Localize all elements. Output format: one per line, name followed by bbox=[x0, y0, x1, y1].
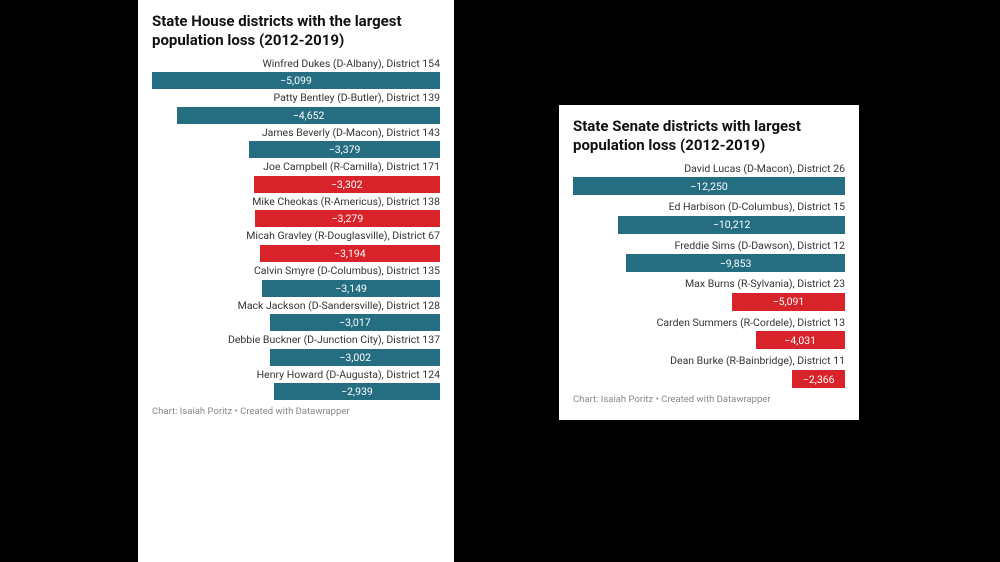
house-row-label: Henry Howard (D-Augusta), District 124 bbox=[152, 369, 440, 384]
senate-bar: −2,366 bbox=[792, 370, 845, 388]
house-bar-value: −5,099 bbox=[280, 74, 312, 87]
house-chart-credit: Chart: Isaiah Poritz • Created with Data… bbox=[152, 406, 440, 417]
house-bar-track: −3,279 bbox=[152, 210, 440, 227]
senate-row: Max Burns (R-Sylvania), District 23 −5,09… bbox=[573, 278, 845, 311]
senate-bar-value: −5,091 bbox=[773, 295, 805, 308]
senate-row: David Lucas (D-Macon), District 26 −12,25… bbox=[573, 163, 845, 196]
senate-bar-value: −9,853 bbox=[720, 257, 752, 270]
senate-bar: −12,250 bbox=[573, 177, 845, 195]
house-bar-value: −4,652 bbox=[293, 109, 325, 122]
house-bar-value: −3,194 bbox=[334, 247, 366, 260]
house-bar-value: −3,002 bbox=[339, 351, 371, 364]
house-bar-track: −4,652 bbox=[152, 107, 440, 124]
senate-bar-track: −9,853 bbox=[573, 254, 845, 272]
house-row-label: Micah Gravley (R-Douglasville), District… bbox=[152, 230, 440, 245]
senate-row-label: David Lucas (D-Macon), District 26 bbox=[573, 163, 845, 178]
senate-bar-value: −2,366 bbox=[803, 373, 835, 386]
house-chart-body: Winfred Dukes (D-Albany), District 154−5… bbox=[152, 58, 440, 401]
senate-bar-value: −12,250 bbox=[690, 180, 728, 193]
house-bar: −3,194 bbox=[260, 245, 440, 262]
house-row-label: Mack Jackson (D-Sandersville), District … bbox=[152, 300, 440, 315]
senate-chart-title: State Senate districts with largest popu… bbox=[573, 117, 845, 155]
senate-row: Ed Harbison (D-Columbus), District 15 −10… bbox=[573, 201, 845, 234]
house-bar: −3,002 bbox=[270, 349, 440, 366]
senate-chart-body: David Lucas (D-Macon), District 26 −12,25… bbox=[573, 163, 845, 389]
senate-row-label: Dean Burke (R-Bainbridge), District 11 bbox=[573, 355, 845, 370]
senate-bar-value: −4,031 bbox=[784, 334, 816, 347]
senate-bar-value: −10,212 bbox=[713, 218, 751, 231]
house-row-label: Debbie Buckner (D-Junction City), Distri… bbox=[152, 334, 440, 349]
house-row-label: Patty Bentley (D-Butler), District 139 bbox=[152, 92, 440, 107]
house-bar-value: −3,302 bbox=[331, 178, 363, 191]
house-bar-track: −3,379 bbox=[152, 141, 440, 158]
house-row: Mike Cheokas (R-Americus), District 138−… bbox=[152, 196, 440, 228]
house-row-label: Joe Campbell (R-Camilla), District 171 bbox=[152, 161, 440, 176]
house-bar: −3,017 bbox=[270, 314, 440, 331]
senate-bar-track: −2,366 bbox=[573, 370, 845, 388]
house-row: Micah Gravley (R-Douglasville), District… bbox=[152, 230, 440, 262]
house-bar-track: −3,194 bbox=[152, 245, 440, 262]
house-row-label: Winfred Dukes (D-Albany), District 154 bbox=[152, 58, 440, 73]
senate-row-label: Freddie Sims (D-Dawson), District 12 bbox=[573, 240, 845, 255]
house-bar: −5,099 bbox=[152, 72, 440, 89]
house-bar-value: −3,149 bbox=[335, 282, 367, 295]
house-row-label: Mike Cheokas (R-Americus), District 138 bbox=[152, 196, 440, 211]
house-row: Joe Campbell (R-Camilla), District 171 −3… bbox=[152, 161, 440, 193]
house-row: James Beverly (D-Macon), District 143−3,… bbox=[152, 127, 440, 159]
house-bar-track: −3,302 bbox=[152, 176, 440, 193]
senate-bar-track: −10,212 bbox=[573, 216, 845, 234]
house-bar-track: −5,099 bbox=[152, 72, 440, 89]
house-bar: −2,939 bbox=[274, 383, 440, 400]
house-row: Mack Jackson (D-Sandersville), District … bbox=[152, 300, 440, 332]
senate-row-label: Carden Summers (R-Cordele), District 13 bbox=[573, 317, 845, 332]
senate-row-label: Ed Harbison (D-Columbus), District 15 bbox=[573, 201, 845, 216]
house-bar-track: −3,149 bbox=[152, 280, 440, 297]
house-bar: −3,279 bbox=[255, 210, 440, 227]
house-bar: −3,379 bbox=[249, 141, 440, 158]
house-row-label: Calvin Smyre (D-Columbus), District 135 bbox=[152, 265, 440, 280]
senate-chart-credit: Chart: Isaiah Poritz • Created with Data… bbox=[573, 394, 845, 405]
house-row-label: James Beverly (D-Macon), District 143 bbox=[152, 127, 440, 142]
senate-bar: −5,091 bbox=[732, 293, 845, 311]
senate-chart-card: State Senate districts with largest popu… bbox=[559, 105, 859, 420]
senate-bar: −4,031 bbox=[756, 331, 846, 349]
house-bar-value: −3,279 bbox=[332, 212, 364, 225]
senate-bar-track: −4,031 bbox=[573, 331, 845, 349]
house-row: Calvin Smyre (D-Columbus), District 135 −… bbox=[152, 265, 440, 297]
house-bar: −3,149 bbox=[262, 280, 440, 297]
senate-row: Dean Burke (R-Bainbridge), District 11 −2… bbox=[573, 355, 845, 388]
senate-bar-track: −12,250 bbox=[573, 177, 845, 195]
senate-bar: −10,212 bbox=[618, 216, 845, 234]
house-bar: −3,302 bbox=[254, 176, 441, 193]
house-row: Debbie Buckner (D-Junction City), Distri… bbox=[152, 334, 440, 366]
house-bar-value: −2,939 bbox=[341, 385, 373, 398]
house-bar-value: −3,379 bbox=[329, 143, 361, 156]
house-bar-track: −3,002 bbox=[152, 349, 440, 366]
senate-row: Carden Summers (R-Cordele), District 13 −… bbox=[573, 317, 845, 350]
house-row: Winfred Dukes (D-Albany), District 154−5… bbox=[152, 58, 440, 90]
house-row: Patty Bentley (D-Butler), District 139 −4… bbox=[152, 92, 440, 124]
senate-row-label: Max Burns (R-Sylvania), District 23 bbox=[573, 278, 845, 293]
house-chart-card: State House districts with the largest p… bbox=[138, 0, 454, 562]
house-bar-value: −3,017 bbox=[339, 316, 371, 329]
senate-row: Freddie Sims (D-Dawson), District 12 −9,8… bbox=[573, 240, 845, 273]
senate-bar-track: −5,091 bbox=[573, 293, 845, 311]
house-bar-track: −2,939 bbox=[152, 383, 440, 400]
house-bar-track: −3,017 bbox=[152, 314, 440, 331]
house-row: Henry Howard (D-Augusta), District 124−2… bbox=[152, 369, 440, 401]
senate-bar: −9,853 bbox=[626, 254, 845, 272]
house-chart-title: State House districts with the largest p… bbox=[152, 12, 440, 50]
house-bar: −4,652 bbox=[177, 107, 440, 124]
